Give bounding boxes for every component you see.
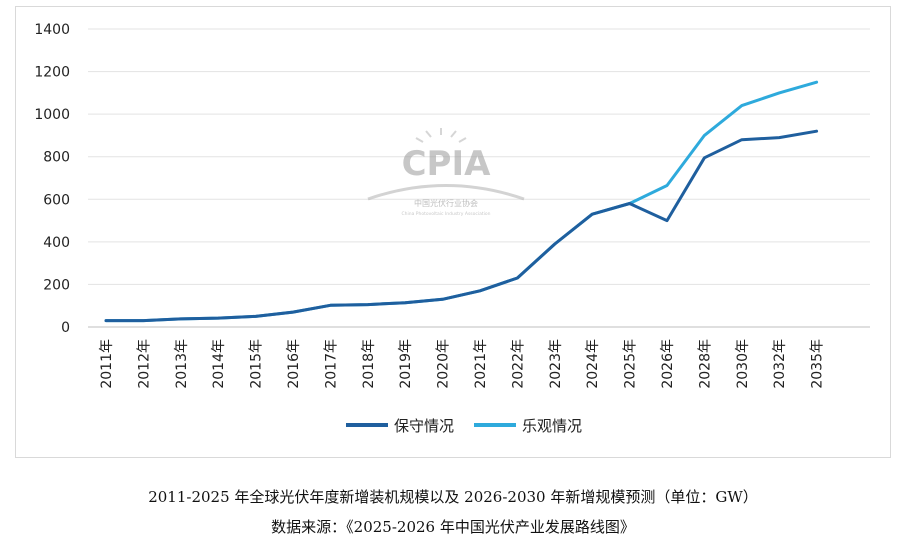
x-tick-label: 2026年 — [660, 339, 676, 389]
y-axis-ticks: 0 200 400 600 800 1000 1200 1400 — [34, 22, 70, 336]
y-tick-label: 800 — [43, 150, 70, 166]
x-tick-label: 2032年 — [772, 339, 788, 389]
x-tick-label: 2025年 — [623, 339, 639, 389]
y-tick-label: 1000 — [34, 107, 70, 123]
legend-label-1: 乐观情况 — [522, 417, 582, 435]
watermark-org-en: China Photovoltaic Industry Association — [401, 211, 490, 217]
x-tick-label: 2024年 — [585, 339, 601, 389]
x-tick-label: 2023年 — [548, 339, 564, 389]
x-tick-label: 2018年 — [361, 339, 377, 389]
x-tick-label: 2030年 — [735, 339, 751, 389]
x-tick-label: 2015年 — [249, 339, 265, 389]
series-lines — [104, 80, 819, 323]
y-tick-label: 0 — [61, 320, 70, 336]
x-tick-label: 2020年 — [436, 339, 452, 389]
x-tick-label: 2035年 — [810, 339, 826, 389]
x-tick-label: 2019年 — [398, 339, 414, 389]
y-tick-label: 600 — [43, 192, 70, 208]
figure-caption-source: 数据来源：《2025-2026 年中国光伏产业发展路线图》 — [271, 518, 635, 536]
y-tick-label: 400 — [43, 235, 70, 251]
x-tick-label: 2022年 — [510, 339, 526, 389]
grid-lines — [88, 28, 870, 328]
x-tick-label: 2021年 — [473, 339, 489, 389]
y-tick-label: 200 — [43, 277, 70, 293]
x-tick-label: 2012年 — [136, 339, 152, 389]
x-tick-label: 2017年 — [323, 339, 339, 389]
watermark-swoosh — [367, 184, 525, 201]
sun-rays-icon — [415, 128, 467, 143]
y-tick-label: 1200 — [34, 65, 70, 81]
chart-frame: 0 200 400 600 800 1000 1200 1400 2011年 2012年 2013… — [15, 6, 891, 458]
series-line-0 — [104, 129, 819, 323]
watermark-logo-text: CPIA — [402, 144, 492, 184]
x-axis-ticks: 2011年 2012年 2013年 2014年 2015年 2016年 2017年 2018年… — [99, 339, 826, 389]
legend-label-0: 保守情况 — [394, 417, 454, 435]
y-tick-label: 1400 — [34, 22, 70, 38]
line-chart: 0 200 400 600 800 1000 1200 1400 2011年 2012年 2013… — [34, 22, 870, 435]
x-tick-label: 2013年 — [174, 339, 190, 389]
cpia-watermark: CPIA 中国光伏行业协会 China Photovoltaic Industr… — [367, 128, 525, 217]
legend: 保守情况 乐观情况 — [346, 417, 582, 435]
watermark-org-cn: 中国光伏行业协会 — [414, 198, 478, 208]
x-tick-label: 2016年 — [286, 339, 302, 389]
figure-caption-title: 2011-2025 年全球光伏年度新增装机规模以及 2026-2030 年新增规… — [148, 488, 758, 506]
x-tick-label: 2014年 — [211, 339, 227, 389]
x-tick-label: 2011年 — [99, 339, 115, 389]
x-tick-label: 2028年 — [697, 339, 713, 389]
